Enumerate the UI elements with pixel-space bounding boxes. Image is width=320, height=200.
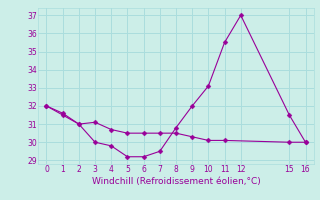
X-axis label: Windchill (Refroidissement éolien,°C): Windchill (Refroidissement éolien,°C) bbox=[92, 177, 260, 186]
